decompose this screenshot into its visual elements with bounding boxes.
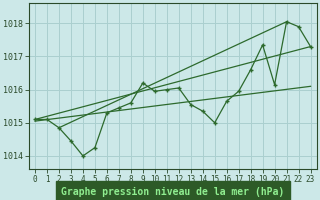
X-axis label: Graphe pression niveau de la mer (hPa): Graphe pression niveau de la mer (hPa) bbox=[61, 186, 284, 197]
